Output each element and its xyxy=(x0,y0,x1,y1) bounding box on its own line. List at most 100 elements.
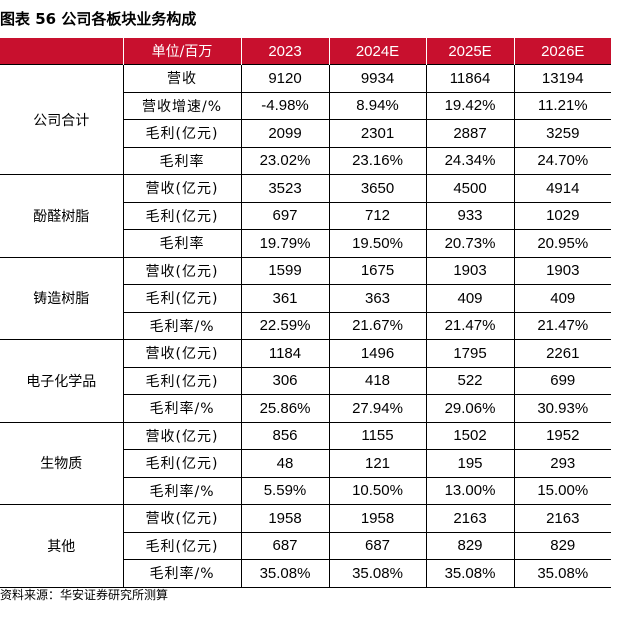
metric-label: 营收(亿元) xyxy=(122,256,242,285)
value-cell: 35.08% xyxy=(240,559,330,588)
table-row: 毛利率/% 35.08% 35.08% 35.08% 35.08% xyxy=(0,559,611,588)
value-cell: 21.47% xyxy=(425,311,515,340)
value-cell: 21.67% xyxy=(328,311,427,340)
value-cell: 10.50% xyxy=(328,476,427,505)
metric-label: 毛利(亿元) xyxy=(122,284,242,313)
value-cell: 2163 xyxy=(425,504,515,533)
table-row: 铸造树脂 营收(亿元) 1599 1675 1903 1903 xyxy=(0,256,611,340)
table-row: 毛利(亿元) 687 687 829 829 xyxy=(0,531,611,560)
table-row: 生物质 营收(亿元) 856 1155 1502 1952 xyxy=(0,421,611,505)
value-cell: 2301 xyxy=(328,119,427,148)
value-cell: 856 xyxy=(240,421,330,450)
header-year: 2026E xyxy=(513,38,611,65)
value-cell: 20.73% xyxy=(425,229,515,258)
value-cell: 1958 xyxy=(240,504,330,533)
value-cell: 2887 xyxy=(425,119,515,148)
value-cell: 3259 xyxy=(513,119,611,148)
metric-label: 毛利率/% xyxy=(122,476,242,505)
header-blank-cell xyxy=(0,38,123,65)
figure-title: 图表 56 公司各板块业务构成 xyxy=(0,10,197,28)
value-cell: 8.94% xyxy=(328,91,427,120)
header-year: 2023 xyxy=(240,38,329,65)
value-cell: 1903 xyxy=(513,256,611,285)
metric-label: 营收(亿元) xyxy=(122,504,242,533)
table-body: 公司合计 营收 9120 9934 11864 13194 营收增速/% -4.98% 8.94… xyxy=(0,64,611,588)
value-cell: 9120 xyxy=(240,64,330,93)
value-cell: 829 xyxy=(425,531,515,560)
metric-label: 毛利率/% xyxy=(122,394,242,423)
value-cell: 20.95% xyxy=(513,229,611,258)
value-cell: 409 xyxy=(513,284,611,313)
metric-label: 毛利(亿元) xyxy=(122,449,242,478)
metric-label: 毛利(亿元) xyxy=(122,531,242,560)
value-cell: 1155 xyxy=(328,421,427,450)
value-cell: 23.02% xyxy=(240,146,330,175)
table-row: 毛利率/% 25.86% 27.94% 29.06% 30.93% xyxy=(0,394,611,423)
value-cell: 409 xyxy=(425,284,515,313)
value-cell: 121 xyxy=(328,449,427,478)
value-cell: 1675 xyxy=(328,256,427,285)
header-row: 单位/百万 2023 2024E 2025E 2026E xyxy=(0,38,611,65)
value-cell: 23.16% xyxy=(328,146,427,175)
value-cell: 1184 xyxy=(240,339,330,368)
value-cell: 29.06% xyxy=(425,394,515,423)
metric-label: 营收(亿元) xyxy=(122,174,242,203)
table-row: 毛利率/% 22.59% 21.67% 21.47% 21.47% xyxy=(0,311,611,340)
data-table: 单位/百万 2023 2024E 2025E 2026E 公司合计 营收 9120 9… xyxy=(0,38,611,588)
value-cell: 933 xyxy=(425,201,515,230)
value-cell: 1795 xyxy=(425,339,515,368)
metric-label: 毛利(亿元) xyxy=(122,201,242,230)
value-cell: 25.86% xyxy=(240,394,330,423)
value-cell: 1496 xyxy=(328,339,427,368)
value-cell: -4.98% xyxy=(240,91,330,120)
value-cell: 1958 xyxy=(328,504,427,533)
value-cell: 13194 xyxy=(513,64,611,93)
table-row: 毛利(亿元) 2099 2301 2887 3259 xyxy=(0,119,611,148)
business-segment-table: 单位/百万 2023 2024E 2025E 2026E 公司合计 营收 9120 9… xyxy=(0,38,611,588)
value-cell: 2099 xyxy=(240,119,330,148)
value-cell: 1029 xyxy=(513,201,611,230)
segment-name: 酚醛树脂 xyxy=(0,174,124,258)
metric-label: 营收增速/% xyxy=(122,91,242,120)
value-cell: 306 xyxy=(240,366,330,395)
value-cell: 1599 xyxy=(240,256,330,285)
value-cell: 687 xyxy=(328,531,427,560)
value-cell: 1903 xyxy=(425,256,515,285)
value-cell: 195 xyxy=(425,449,515,478)
value-cell: 35.08% xyxy=(513,559,611,588)
value-cell: 712 xyxy=(328,201,427,230)
value-cell: 4500 xyxy=(425,174,515,203)
segment-name: 铸造树脂 xyxy=(0,256,124,340)
value-cell: 1502 xyxy=(425,421,515,450)
value-cell: 19.42% xyxy=(425,91,515,120)
metric-label: 毛利(亿元) xyxy=(122,366,242,395)
value-cell: 24.70% xyxy=(513,146,611,175)
segment-name: 公司合计 xyxy=(0,64,124,175)
value-cell: 2163 xyxy=(513,504,611,533)
value-cell: 687 xyxy=(240,531,330,560)
segment-name: 电子化学品 xyxy=(0,339,124,423)
value-cell: 3650 xyxy=(328,174,427,203)
value-cell: 15.00% xyxy=(513,476,611,505)
value-cell: 5.59% xyxy=(240,476,330,505)
value-cell: 22.59% xyxy=(240,311,330,340)
header-year: 2025E xyxy=(425,38,514,65)
segment-name: 生物质 xyxy=(0,421,124,505)
table-row: 营收增速/% -4.98% 8.94% 19.42% 11.21% xyxy=(0,91,611,120)
table-row: 毛利(亿元) 697 712 933 1029 xyxy=(0,201,611,230)
value-cell: 13.00% xyxy=(425,476,515,505)
value-cell: 19.79% xyxy=(240,229,330,258)
value-cell: 19.50% xyxy=(328,229,427,258)
table-row: 毛利(亿元) 361 363 409 409 xyxy=(0,284,611,313)
value-cell: 293 xyxy=(513,449,611,478)
value-cell: 11.21% xyxy=(513,91,611,120)
table-row: 电子化学品 营收(亿元) 1184 1496 1795 2261 xyxy=(0,339,611,423)
value-cell: 30.93% xyxy=(513,394,611,423)
header-year: 2024E xyxy=(328,38,426,65)
source-note: 资料来源：华安证券研究所测算 xyxy=(0,588,169,602)
table-row: 其他 营收(亿元) 1958 1958 2163 2163 xyxy=(0,504,611,588)
metric-label: 营收(亿元) xyxy=(122,339,242,368)
value-cell: 829 xyxy=(513,531,611,560)
value-cell: 1952 xyxy=(513,421,611,450)
value-cell: 24.34% xyxy=(425,146,515,175)
